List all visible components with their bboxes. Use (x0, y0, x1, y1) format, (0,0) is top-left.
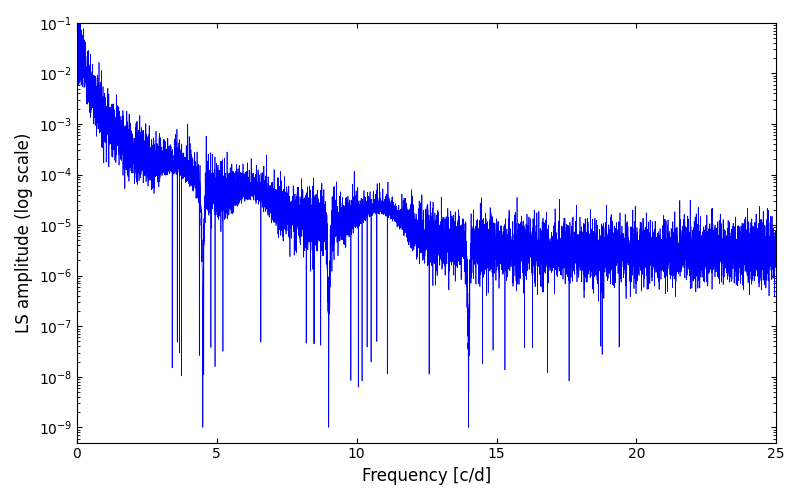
Y-axis label: LS amplitude (log scale): LS amplitude (log scale) (15, 132, 33, 333)
X-axis label: Frequency [c/d]: Frequency [c/d] (362, 467, 491, 485)
